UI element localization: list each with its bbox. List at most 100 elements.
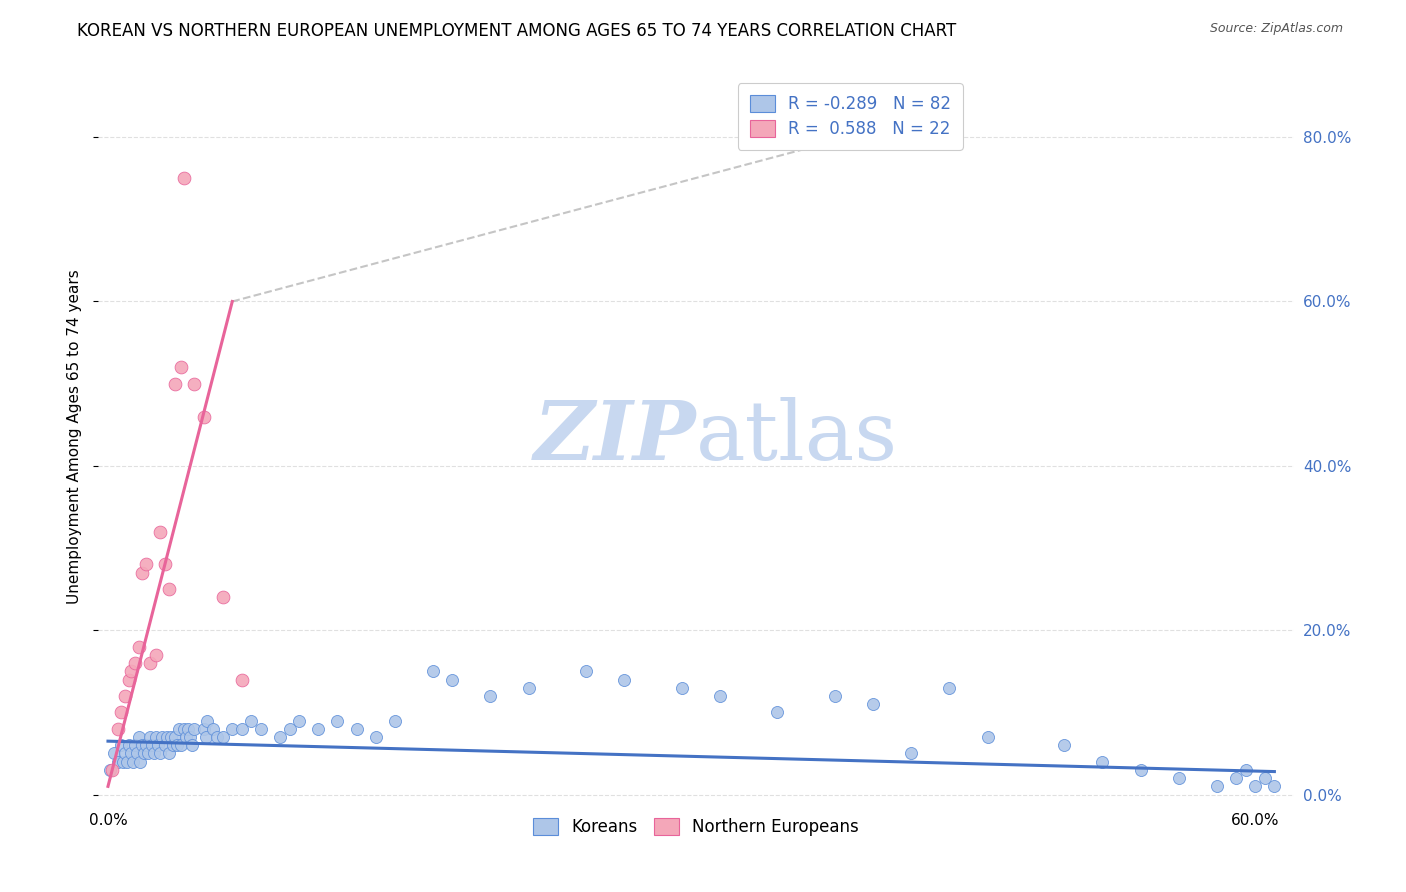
Legend: Koreans, Northern Europeans: Koreans, Northern Europeans — [519, 805, 873, 849]
Point — [149, 747, 172, 761]
Point — [240, 714, 263, 728]
Point — [976, 730, 998, 744]
Point — [938, 681, 960, 695]
Point — [118, 739, 141, 753]
Point — [134, 747, 156, 761]
Point — [709, 689, 731, 703]
Point — [149, 524, 172, 539]
Point — [231, 673, 253, 687]
Point — [124, 656, 146, 670]
Point — [166, 739, 188, 753]
Point — [101, 763, 124, 777]
Point — [384, 714, 406, 728]
Point — [1254, 771, 1277, 785]
Point — [278, 722, 301, 736]
Point — [157, 582, 180, 596]
Point — [479, 689, 502, 703]
Point — [167, 722, 190, 736]
Point — [98, 763, 121, 777]
Point — [142, 747, 165, 761]
Point — [107, 722, 129, 736]
Point — [121, 755, 143, 769]
Text: atlas: atlas — [696, 397, 898, 477]
Point — [103, 747, 125, 761]
Point — [128, 640, 150, 654]
Point — [124, 739, 146, 753]
Point — [120, 665, 142, 679]
Point — [1053, 739, 1076, 753]
Point — [110, 706, 132, 720]
Point — [250, 722, 273, 736]
Point — [307, 722, 329, 736]
Y-axis label: Unemployment Among Ages 65 to 74 years: Unemployment Among Ages 65 to 74 years — [67, 269, 83, 605]
Point — [1244, 780, 1267, 794]
Point — [575, 665, 598, 679]
Point — [183, 376, 205, 391]
Point — [141, 739, 163, 753]
Point — [136, 747, 159, 761]
Point — [671, 681, 693, 695]
Point — [177, 722, 200, 736]
Point — [156, 730, 179, 744]
Point — [1225, 771, 1247, 785]
Point — [197, 714, 219, 728]
Point — [326, 714, 349, 728]
Point — [118, 673, 141, 687]
Point — [1167, 771, 1189, 785]
Point — [163, 376, 186, 391]
Point — [900, 747, 922, 761]
Point — [1129, 763, 1152, 777]
Point — [862, 697, 884, 711]
Point — [193, 409, 215, 424]
Point — [155, 739, 177, 753]
Point — [1263, 780, 1285, 794]
Point — [1206, 780, 1229, 794]
Point — [824, 689, 846, 703]
Point — [125, 747, 148, 761]
Point — [169, 739, 191, 753]
Point — [135, 739, 157, 753]
Point — [112, 755, 135, 769]
Point — [211, 591, 233, 605]
Point — [115, 755, 138, 769]
Point — [179, 730, 201, 744]
Point — [364, 730, 387, 744]
Point — [173, 722, 195, 736]
Point — [346, 722, 368, 736]
Point — [107, 755, 129, 769]
Point — [1091, 755, 1114, 769]
Point — [162, 739, 184, 753]
Point — [176, 730, 198, 744]
Point — [181, 739, 204, 753]
Point — [221, 722, 243, 736]
Point — [183, 722, 205, 736]
Point — [146, 739, 169, 753]
Point — [202, 722, 225, 736]
Point — [766, 706, 789, 720]
Point — [288, 714, 311, 728]
Point — [114, 689, 136, 703]
Point — [129, 755, 152, 769]
Point — [163, 730, 186, 744]
Point — [145, 730, 167, 744]
Point — [173, 171, 195, 186]
Point — [422, 665, 444, 679]
Point — [110, 739, 132, 753]
Point — [269, 730, 291, 744]
Point — [131, 739, 153, 753]
Point — [441, 673, 464, 687]
Point — [114, 747, 136, 761]
Point — [135, 558, 157, 572]
Point — [169, 360, 191, 375]
Point — [211, 730, 233, 744]
Text: ZIP: ZIP — [533, 397, 696, 477]
Text: KOREAN VS NORTHERN EUROPEAN UNEMPLOYMENT AMONG AGES 65 TO 74 YEARS CORRELATION C: KOREAN VS NORTHERN EUROPEAN UNEMPLOYMENT… — [77, 22, 956, 40]
Point — [517, 681, 540, 695]
Point — [128, 730, 150, 744]
Point — [205, 730, 228, 744]
Point — [613, 673, 636, 687]
Point — [231, 722, 253, 736]
Point — [155, 558, 177, 572]
Point — [139, 730, 162, 744]
Point — [1234, 763, 1257, 777]
